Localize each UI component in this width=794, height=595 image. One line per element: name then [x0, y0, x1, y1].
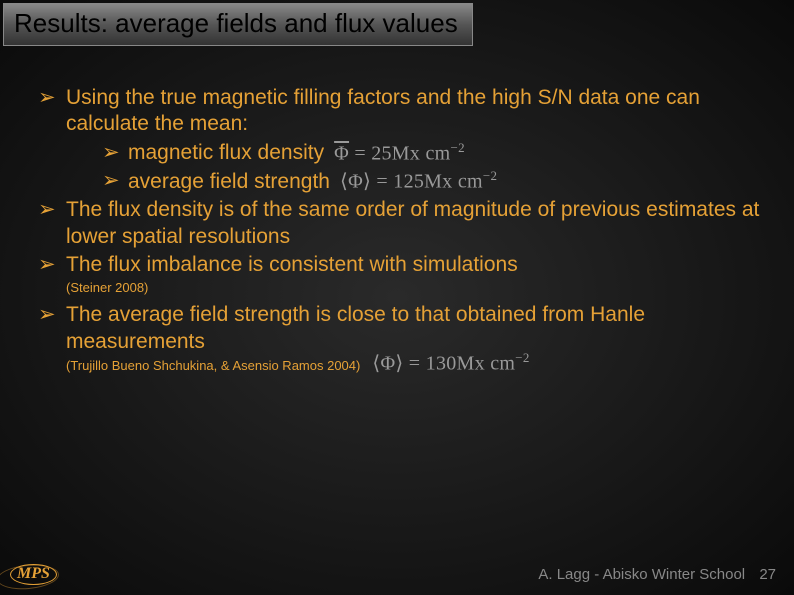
formula: Φ = 25Mx cm−2: [334, 140, 465, 167]
bullet-marker: ➢: [38, 302, 66, 355]
bullet-item: ➢ Using the true magnetic filling factor…: [30, 85, 764, 138]
sub-bullet-text: average field strength: [128, 169, 330, 195]
bullet-text: Using the true magnetic filling factors …: [66, 85, 764, 138]
slide-content: ➢ Using the true magnetic filling factor…: [30, 85, 764, 380]
slide-title: Results: average fields and flux values: [3, 3, 473, 46]
bullet-item: ➢ The average field strength is close to…: [30, 302, 764, 355]
bullet-marker: ➢: [102, 140, 128, 167]
bullet-item: ➢ The flux imbalance is consistent with …: [30, 252, 764, 278]
sub-bullet-item: ➢ average field strength ⟨Φ⟩ = 125Mx cm−…: [30, 168, 764, 195]
bullet-marker: ➢: [102, 168, 128, 195]
bullet-item: ➢ The flux density is of the same order …: [30, 197, 764, 250]
footer-text: A. Lagg - Abisko Winter School: [538, 566, 745, 583]
slide-footer: A. Lagg - Abisko Winter School 27: [538, 566, 776, 583]
sub-bullet-item: ➢ magnetic flux density Φ = 25Mx cm−2: [30, 140, 764, 167]
bullet-text: The average field strength is close to t…: [66, 302, 764, 355]
bullet-marker: ➢: [38, 85, 66, 138]
sub-bullet-text: magnetic flux density: [128, 140, 324, 166]
bullet-text: The flux imbalance is consistent with si…: [66, 252, 764, 278]
mps-logo: MPS: [10, 564, 57, 585]
formula: ⟨Φ⟩ = 125Mx cm−2: [340, 168, 497, 195]
bullet-text: The flux density is of the same order of…: [66, 197, 764, 250]
bullet-marker: ➢: [38, 197, 66, 250]
page-number: 27: [759, 566, 776, 583]
citation: (Steiner 2008): [66, 280, 764, 296]
bullet-marker: ➢: [38, 252, 66, 278]
citation: (Trujillo Bueno Shchukina, & Asensio Ram…: [66, 358, 360, 374]
formula: ⟨Φ⟩ = 130Mx cm−2: [372, 350, 529, 377]
